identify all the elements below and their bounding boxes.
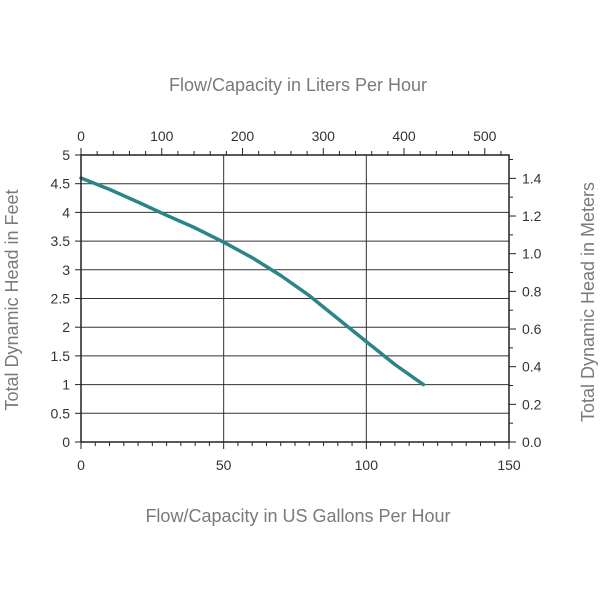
left-tick-label: 4.5 [51, 176, 71, 192]
bottom-tick-label: 50 [216, 457, 232, 473]
tick-labels: 0 50 100 150 0 100 200 300 400 500 0 0.5 1 1.5 2 2.5 3 3.… [51, 128, 542, 473]
right-tick-label: 1.0 [522, 246, 542, 262]
right-tick-label: 0.8 [522, 283, 542, 299]
plot-frame [80, 154, 510, 443]
right-tick-label: 0.0 [522, 434, 542, 450]
right-tick-label: 0.4 [522, 359, 542, 375]
left-tick-label: 4 [62, 204, 70, 220]
top-tick-label: 400 [392, 128, 416, 144]
left-tick-label: 0 [62, 434, 70, 450]
top-tick-label: 500 [473, 128, 497, 144]
right-tick-label: 1.2 [522, 208, 542, 224]
top-tick-label: 0 [77, 128, 85, 144]
left-axis-title: Total Dynamic Head in Feet [2, 189, 22, 410]
left-tick-label: 1.5 [51, 348, 71, 364]
left-tick-label: 2.5 [51, 291, 71, 307]
grid-lines [81, 155, 509, 442]
top-axis-title: Flow/Capacity in Liters Per Hour [169, 75, 427, 95]
top-tick-label: 200 [231, 128, 255, 144]
bottom-tick-label: 150 [497, 457, 521, 473]
right-tick-label: 1.4 [522, 170, 542, 186]
left-tick-label: 5 [62, 147, 70, 163]
left-tick-label: 2 [62, 319, 70, 335]
top-tick-label: 300 [312, 128, 336, 144]
left-tick-label: 1 [62, 377, 70, 393]
bottom-tick-label: 100 [355, 457, 379, 473]
left-tick-label: 3.5 [51, 233, 71, 249]
performance-curve-line [79, 176, 426, 387]
left-tick-label: 0.5 [51, 405, 71, 421]
bottom-axis-title: Flow/Capacity in US Gallons Per Hour [145, 506, 450, 526]
right-axis-title: Total Dynamic Head in Meters [578, 182, 598, 422]
bottom-tick-label: 0 [77, 457, 85, 473]
right-tick-label: 0.6 [522, 321, 542, 337]
right-tick-label: 0.2 [522, 396, 542, 412]
series-layer [79, 176, 426, 387]
top-tick-label: 100 [150, 128, 174, 144]
left-tick-label: 3 [62, 262, 70, 278]
